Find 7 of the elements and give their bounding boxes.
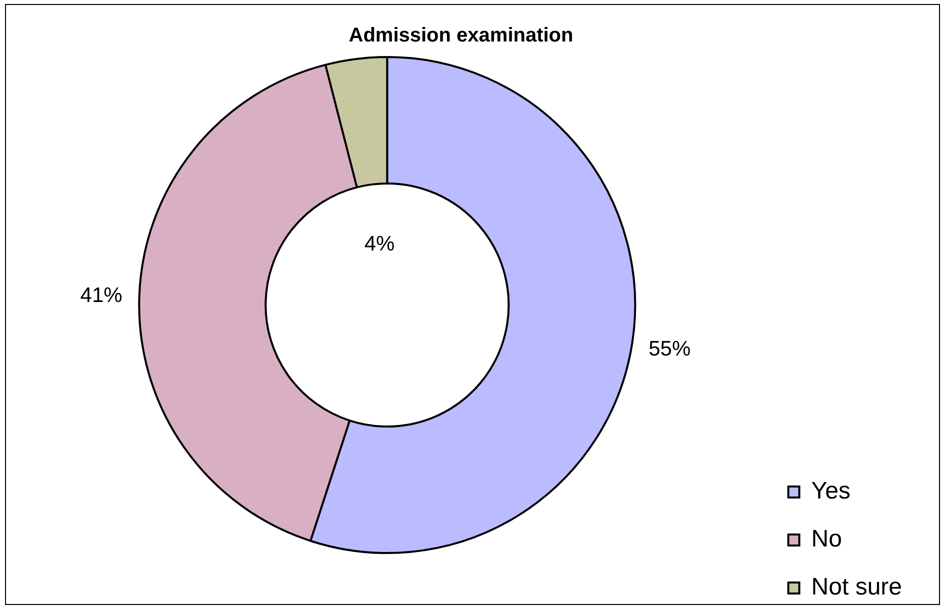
chart-title: Admission examination xyxy=(348,24,574,47)
data-label: 55% xyxy=(648,338,691,361)
legend-label: Not sure xyxy=(811,574,902,601)
data-label: 4% xyxy=(364,232,395,256)
legend-label: No xyxy=(811,526,842,553)
legend-label: Yes xyxy=(811,478,850,505)
data-label: 41% xyxy=(80,284,122,307)
